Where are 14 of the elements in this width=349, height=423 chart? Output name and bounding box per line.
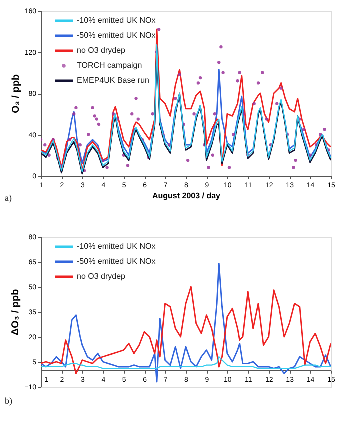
legend-label: -50% emitted UK NOx bbox=[77, 257, 156, 266]
text: b) bbox=[5, 396, 12, 406]
legend-label: -10% emitted UK NOx bbox=[77, 242, 156, 251]
line-series bbox=[41, 286, 331, 374]
legend-label: no O3 drydep bbox=[77, 46, 126, 55]
legend-label: EMEP4UK Base run bbox=[77, 76, 150, 85]
legend-label: -10% emitted UK NOx bbox=[77, 16, 156, 25]
legend-label: no O3 drydep bbox=[77, 272, 126, 281]
x-axis-title: August 2003 / day bbox=[152, 192, 222, 200]
y-axis-title: O₃ / ppb bbox=[10, 74, 22, 114]
legend-label: -50% emitted UK NOx bbox=[77, 31, 156, 40]
legend-label: TORCH campaign bbox=[77, 61, 142, 70]
text: a) bbox=[5, 193, 12, 203]
y-axis-title: ΔO₃ / ppb bbox=[10, 289, 22, 336]
